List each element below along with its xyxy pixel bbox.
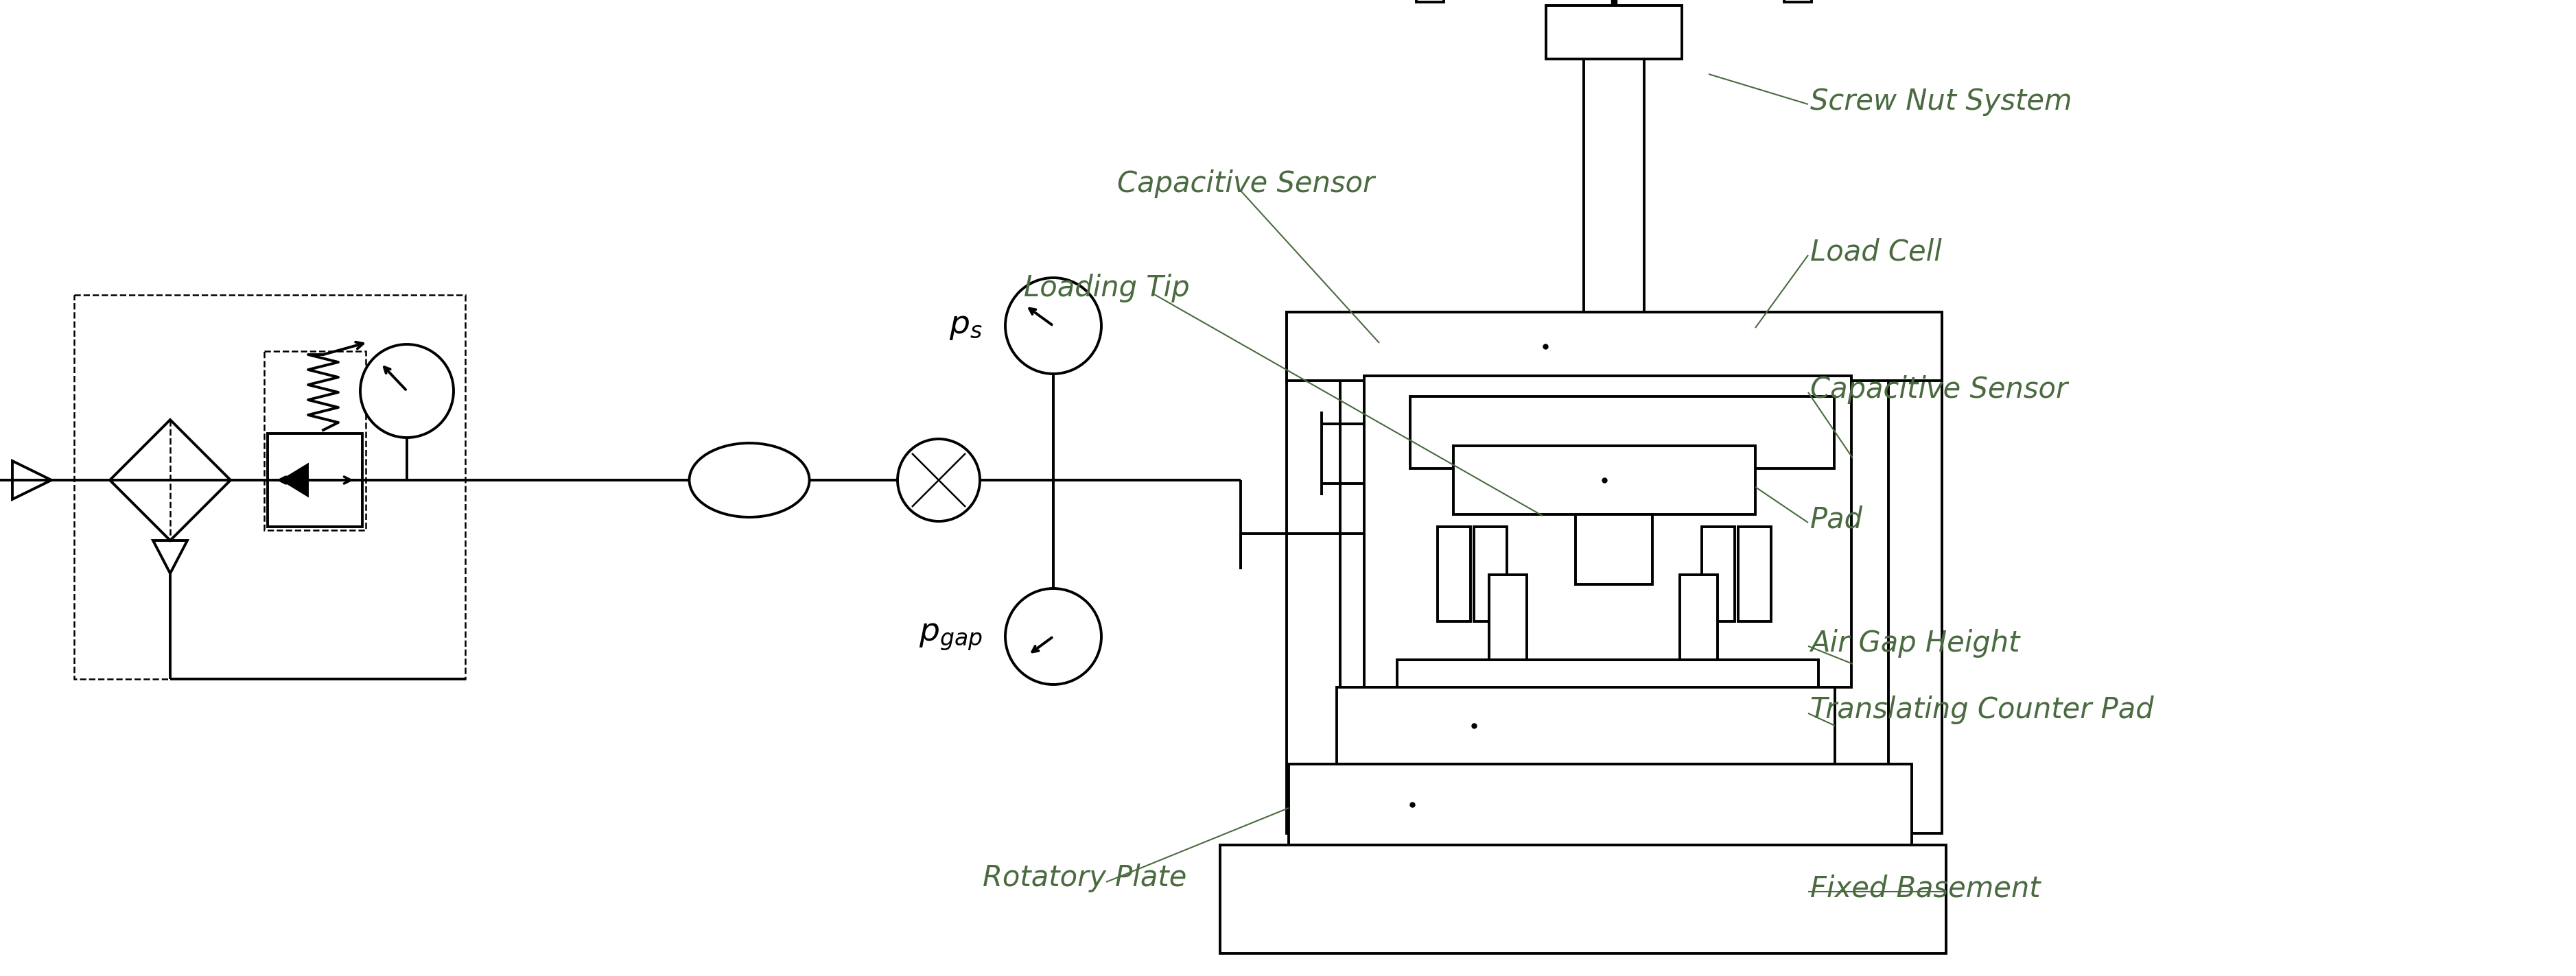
Bar: [1489, 575, 1528, 679]
Bar: [1409, 396, 1834, 468]
Text: Translating Counter Pad: Translating Counter Pad: [1811, 696, 2154, 724]
Bar: [268, 433, 363, 527]
Polygon shape: [111, 420, 232, 541]
Text: Fixed Basement: Fixed Basement: [1811, 874, 2040, 903]
Text: Load Cell: Load Cell: [1811, 238, 1942, 266]
Circle shape: [361, 345, 453, 437]
Bar: [1680, 575, 1718, 679]
Text: $p_{gap}$: $p_{gap}$: [920, 621, 981, 652]
Bar: [1221, 845, 1945, 954]
Bar: [1285, 312, 1942, 381]
Text: $p_s$: $p_s$: [951, 310, 981, 342]
Circle shape: [1005, 589, 1103, 684]
Bar: [1453, 446, 1754, 514]
Text: Screw Nut System: Screw Nut System: [1811, 87, 2071, 116]
Bar: [1703, 527, 1734, 622]
Bar: [1577, 514, 1651, 585]
Bar: [1888, 312, 1942, 834]
Bar: [1473, 667, 1734, 700]
Text: Air Gap Height: Air Gap Height: [1811, 629, 2020, 658]
Bar: [1396, 660, 1819, 693]
Bar: [265, 351, 366, 530]
Bar: [1285, 312, 1340, 834]
Bar: [1288, 764, 1911, 845]
Circle shape: [896, 439, 979, 521]
Bar: [1546, 6, 1682, 59]
Bar: [1417, 0, 1443, 2]
Text: Rotatory Plate: Rotatory Plate: [981, 864, 1188, 892]
Bar: [1739, 527, 1772, 622]
Ellipse shape: [690, 443, 809, 517]
Text: Pad: Pad: [1811, 506, 1862, 534]
Bar: [1337, 687, 1834, 764]
Text: Loading Tip: Loading Tip: [1023, 273, 1190, 303]
Bar: [1437, 527, 1471, 622]
Text: Capacitive Sensor: Capacitive Sensor: [1118, 170, 1376, 198]
Bar: [1365, 376, 1852, 687]
Circle shape: [1005, 278, 1103, 374]
Bar: [1584, 59, 1643, 312]
Bar: [75, 295, 466, 679]
Bar: [1785, 0, 1811, 2]
Text: Capacitive Sensor: Capacitive Sensor: [1811, 375, 2069, 404]
Bar: [1473, 527, 1507, 622]
Polygon shape: [283, 465, 307, 495]
